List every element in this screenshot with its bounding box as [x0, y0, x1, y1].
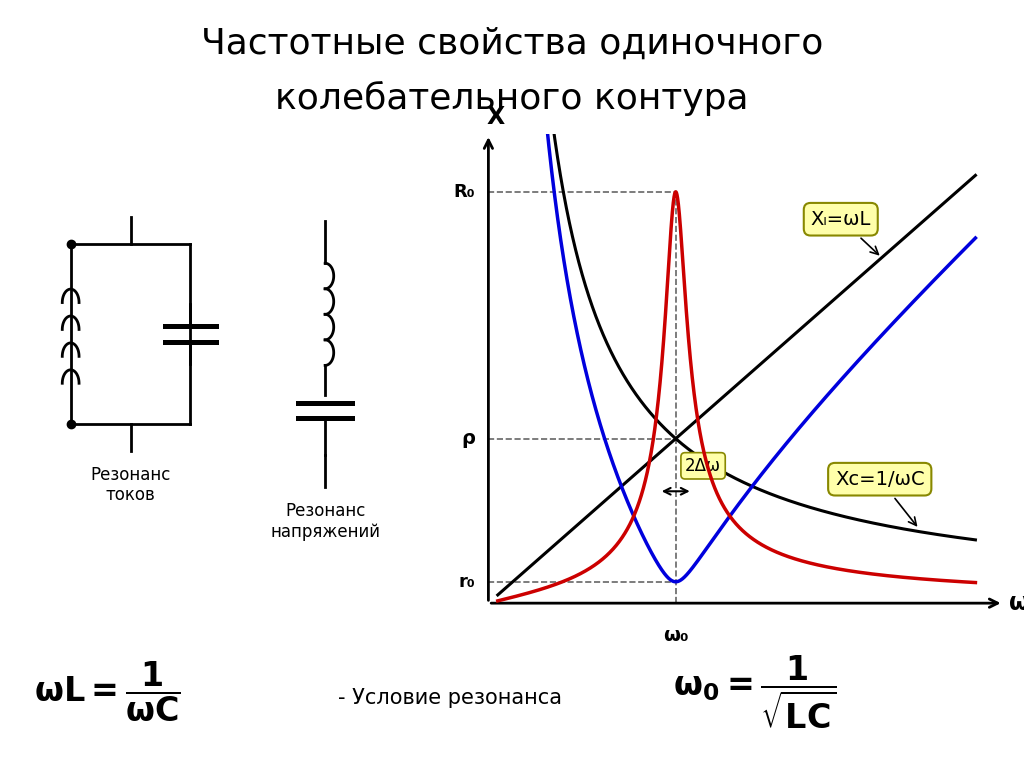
Text: напряжений: напряжений: [270, 523, 380, 541]
Text: X: X: [486, 105, 505, 130]
Text: Xᴄ=1/ωC: Xᴄ=1/ωC: [835, 469, 925, 525]
Text: Резонанс: Резонанс: [90, 466, 171, 484]
Text: Частотные свойства одиночного: Частотные свойства одиночного: [201, 27, 823, 61]
Text: токов: токов: [105, 486, 156, 505]
Text: $\mathbf{\omega L = \dfrac{1}{\omega C}}$: $\mathbf{\omega L = \dfrac{1}{\omega C}}…: [35, 660, 181, 724]
Text: r₀: r₀: [459, 573, 475, 591]
Text: R₀: R₀: [454, 183, 475, 201]
Text: ω: ω: [1009, 591, 1024, 615]
Text: $\mathbf{\omega_0 = \dfrac{1}{\sqrt{LC}}}$: $\mathbf{\omega_0 = \dfrac{1}{\sqrt{LC}}…: [673, 653, 837, 731]
Text: - Условие резонанса: - Условие резонанса: [338, 688, 562, 708]
Text: ρ: ρ: [462, 429, 475, 448]
Text: Резонанс: Резонанс: [285, 502, 366, 519]
Text: ω₀: ω₀: [663, 626, 688, 645]
Text: 2Δω: 2Δω: [685, 457, 721, 475]
Text: Xₗ=ωL: Xₗ=ωL: [811, 209, 879, 255]
Text: колебательного контура: колебательного контура: [275, 81, 749, 116]
